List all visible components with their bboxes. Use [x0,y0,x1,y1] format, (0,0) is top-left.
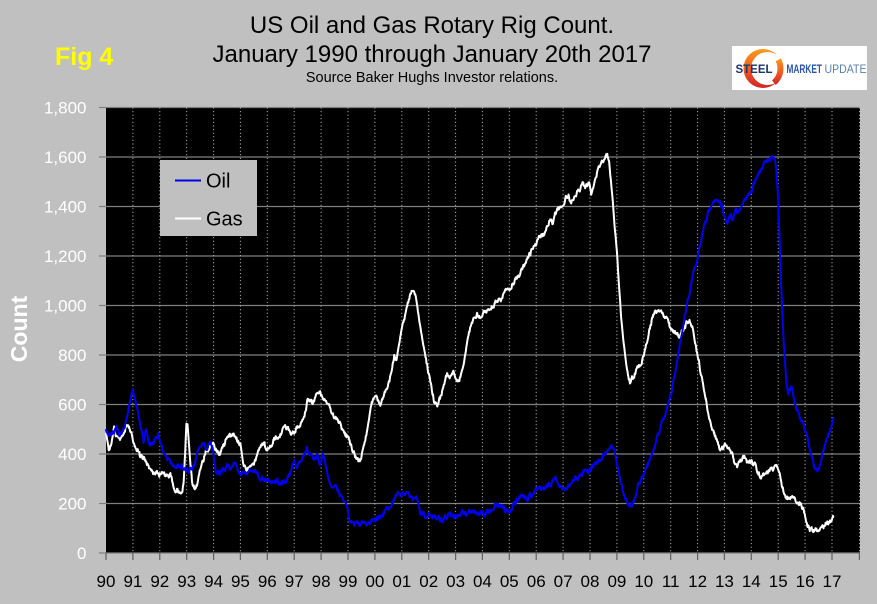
svg-text:01: 01 [392,572,411,591]
svg-text:03: 03 [446,572,465,591]
svg-text:1,400: 1,400 [44,198,87,217]
svg-text:99: 99 [339,572,358,591]
svg-text:Gas: Gas [206,209,243,231]
svg-text:08: 08 [581,572,600,591]
svg-text:94: 94 [204,572,223,591]
svg-text:00: 00 [365,572,384,591]
svg-text:1,200: 1,200 [44,247,87,266]
svg-text:16: 16 [796,572,815,591]
svg-text:MARKET: MARKET [787,64,823,76]
svg-text:02: 02 [419,572,438,591]
svg-text:07: 07 [554,572,573,591]
svg-text:1,800: 1,800 [44,99,87,118]
svg-text:09: 09 [607,572,626,591]
svg-text:04: 04 [473,572,492,591]
svg-text:0: 0 [77,544,86,563]
svg-text:05: 05 [500,572,519,591]
svg-text:97: 97 [285,572,304,591]
svg-text:600: 600 [58,396,86,415]
svg-text:98: 98 [312,572,331,591]
svg-text:UPDATE: UPDATE [825,64,867,76]
svg-text:STEEL: STEEL [736,64,773,76]
svg-text:12: 12 [688,572,707,591]
svg-text:06: 06 [527,572,546,591]
svg-text:93: 93 [177,572,196,591]
svg-text:91: 91 [123,572,142,591]
svg-text:15: 15 [769,572,788,591]
svg-text:17: 17 [823,572,842,591]
svg-text:400: 400 [58,445,86,464]
svg-text:14: 14 [742,572,761,591]
svg-text:Oil: Oil [206,171,230,193]
svg-text:10: 10 [634,572,653,591]
svg-text:95: 95 [231,572,250,591]
svg-text:1,600: 1,600 [44,148,87,167]
svg-text:200: 200 [58,495,86,514]
svg-text:13: 13 [715,572,734,591]
svg-text:800: 800 [58,346,86,365]
svg-text:1,000: 1,000 [44,297,87,316]
svg-text:Count: Count [6,295,32,362]
svg-text:11: 11 [662,572,680,591]
svg-text:92: 92 [150,572,169,591]
svg-text:90: 90 [97,572,116,591]
svg-text:96: 96 [258,572,277,591]
